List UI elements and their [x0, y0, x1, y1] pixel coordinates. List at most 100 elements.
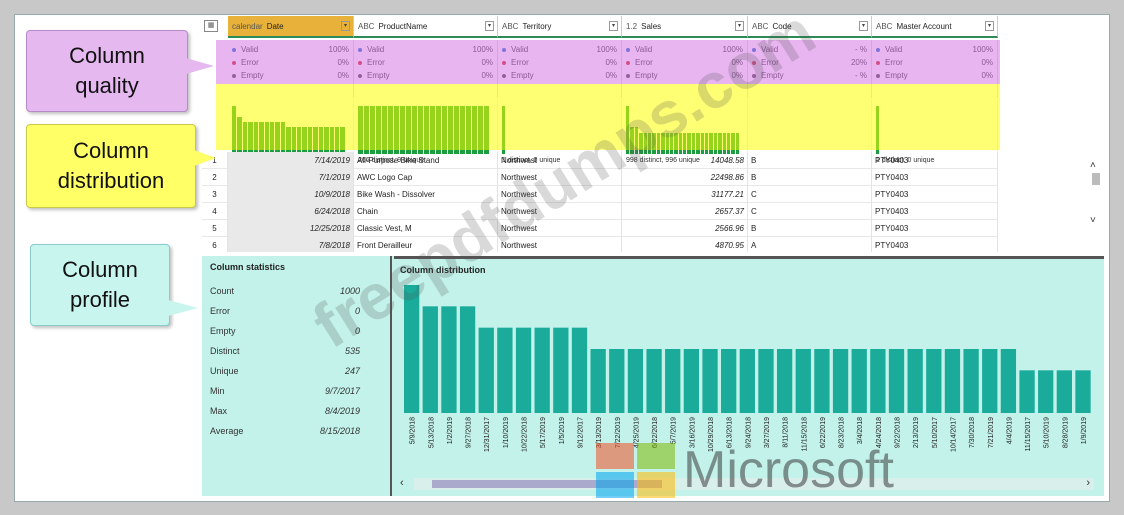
distribution-bar[interactable] — [963, 349, 979, 413]
distribution-bar[interactable] — [982, 349, 998, 413]
column-header[interactable]: ABC ProductName ▾ — [354, 16, 498, 38]
column-filter-dropdown-icon[interactable]: ▾ — [609, 21, 618, 31]
cell-product[interactable]: Bike Wash - Dissolver — [354, 186, 498, 203]
distribution-bar[interactable] — [441, 306, 457, 413]
cell-date[interactable]: 7/8/2018 — [228, 237, 354, 252]
cell-date[interactable]: 12/25/2018 — [228, 220, 354, 237]
table-row[interactable]: 2 7/1/2019 AWC Logo Cap Northwest 22498.86 B P… — [202, 169, 998, 186]
column-header[interactable]: 1.2 Sales ▾ — [622, 16, 748, 38]
cell-sales[interactable]: 14048.58 — [622, 152, 748, 169]
cell-product[interactable]: Chain — [354, 203, 498, 220]
distribution-bar[interactable] — [534, 327, 550, 413]
cell-code[interactable]: C — [748, 186, 872, 203]
horizontal-scrollbar[interactable]: ‹ › — [400, 477, 1094, 490]
distribution-bar[interactable] — [609, 349, 625, 413]
column-type-icon[interactable]: ABC — [358, 21, 375, 31]
vertical-scrollbar[interactable]: ˄ ˅ — [1090, 160, 1102, 240]
distribution-bar[interactable] — [553, 327, 569, 413]
scroll-up-icon[interactable]: ˄ — [1090, 160, 1096, 171]
cell-code[interactable]: B — [748, 152, 872, 169]
cell-territory[interactable]: Northwest — [498, 203, 622, 220]
distribution-bar[interactable] — [702, 349, 718, 413]
cell-product[interactable]: Classic Vest, M — [354, 220, 498, 237]
cell-sales[interactable]: 22498.86 — [622, 169, 748, 186]
table-row[interactable]: 6 7/8/2018 Front Derailleur Northwest 4870.9… — [202, 237, 998, 252]
column-filter-dropdown-icon[interactable]: ▾ — [735, 21, 744, 31]
scroll-right-icon[interactable]: › — [1086, 477, 1090, 489]
cell-product[interactable]: All-Purpose Bike Stand — [354, 152, 498, 169]
cell-account[interactable]: PTY0403 — [872, 186, 998, 203]
cell-territory[interactable]: Northwest — [498, 220, 622, 237]
distribution-bar[interactable] — [776, 349, 793, 413]
cell-sales[interactable]: 2657.37 — [622, 203, 748, 220]
cell-territory[interactable]: Northwest — [498, 152, 622, 169]
cell-sales[interactable]: 31177.21 — [622, 186, 748, 203]
scroll-thumb-vertical[interactable] — [1092, 173, 1100, 185]
distribution-bar[interactable] — [627, 349, 644, 413]
cell-account[interactable]: PTY0403 — [872, 220, 998, 237]
column-type-icon[interactable]: ABC — [502, 21, 519, 31]
distribution-bar[interactable] — [814, 349, 830, 413]
cell-account[interactable]: PTY0403 — [872, 169, 998, 186]
distribution-bar[interactable] — [422, 306, 438, 413]
column-type-icon[interactable]: ABC — [876, 21, 893, 31]
cell-territory[interactable]: Northwest — [498, 237, 622, 252]
cell-territory[interactable]: Northwest — [498, 169, 622, 186]
cell-product[interactable]: Front Derailleur — [354, 237, 498, 252]
cell-sales[interactable]: 2566.96 — [622, 220, 748, 237]
scroll-thumb[interactable] — [432, 480, 662, 488]
cell-territory[interactable]: Northwest — [498, 186, 622, 203]
cell-account[interactable]: PTY0403 — [872, 152, 998, 169]
table-menu-icon[interactable]: ▦ — [204, 20, 218, 32]
table-row[interactable]: 5 12/25/2018 Classic Vest, M Northwest 2566.… — [202, 220, 998, 237]
column-header[interactable]: ABC Territory ▾ — [498, 16, 622, 38]
distribution-bar[interactable] — [758, 349, 774, 413]
cell-sales[interactable]: 4870.95 — [622, 237, 748, 252]
cell-date[interactable]: 7/1/2019 — [228, 169, 354, 186]
distribution-bar[interactable] — [1038, 370, 1054, 413]
distribution-bar[interactable] — [739, 349, 755, 413]
distribution-bar[interactable] — [1000, 349, 1017, 413]
distribution-bar[interactable] — [870, 349, 886, 413]
distribution-bar[interactable] — [1075, 370, 1091, 413]
column-filter-dropdown-icon[interactable]: ▾ — [859, 21, 868, 31]
scroll-left-icon[interactable]: ‹ — [400, 477, 404, 489]
distribution-bar[interactable] — [721, 349, 737, 413]
column-header[interactable]: ABC Master Account ▾ — [872, 16, 998, 38]
column-filter-dropdown-icon[interactable]: ▾ — [485, 21, 494, 31]
cell-code[interactable]: B — [748, 220, 872, 237]
column-header[interactable]: calendar Date ▾ — [228, 16, 354, 38]
column-type-icon[interactable]: calendar — [232, 21, 263, 31]
cell-code[interactable]: C — [748, 203, 872, 220]
distribution-bar[interactable] — [497, 327, 513, 413]
distribution-bar[interactable] — [795, 349, 811, 413]
cell-product[interactable]: AWC Logo Cap — [354, 169, 498, 186]
distribution-bar[interactable] — [683, 349, 700, 413]
distribution-bar[interactable] — [646, 349, 662, 413]
column-header[interactable]: ABC Code ▾ — [748, 16, 872, 38]
cell-account[interactable]: PTY0403 — [872, 203, 998, 220]
distribution-bar[interactable] — [851, 349, 867, 413]
table-row[interactable]: 4 6/24/2018 Chain Northwest 2657.37 C PTY0403 — [202, 203, 998, 220]
scroll-down-icon[interactable]: ˅ — [1090, 215, 1096, 226]
column-filter-dropdown-icon[interactable]: ▾ — [985, 21, 994, 31]
distribution-bar[interactable] — [907, 349, 923, 413]
distribution-bar[interactable] — [590, 349, 606, 413]
table-row[interactable]: 3 10/9/2018 Bike Wash - Dissolver Northwest… — [202, 186, 998, 203]
distribution-bar[interactable] — [1019, 370, 1035, 413]
cell-code[interactable]: A — [748, 237, 872, 252]
table-row[interactable]: 1 7/14/2019 All-Purpose Bike Stand Northwes… — [202, 152, 998, 169]
cell-date[interactable]: 7/14/2019 — [228, 152, 354, 169]
cell-date[interactable]: 6/24/2018 — [228, 203, 354, 220]
cell-code[interactable]: B — [748, 169, 872, 186]
column-filter-dropdown-icon[interactable]: ▾ — [341, 21, 350, 31]
distribution-bar[interactable] — [926, 349, 942, 413]
distribution-bar[interactable] — [515, 327, 532, 413]
cell-date[interactable]: 10/9/2018 — [228, 186, 354, 203]
distribution-bar[interactable] — [888, 349, 905, 413]
column-type-icon[interactable]: ABC — [752, 21, 769, 31]
column-type-icon[interactable]: 1.2 — [626, 21, 638, 31]
distribution-bar[interactable] — [832, 349, 849, 413]
distribution-bar[interactable] — [478, 327, 494, 413]
distribution-bar[interactable] — [1056, 370, 1072, 413]
